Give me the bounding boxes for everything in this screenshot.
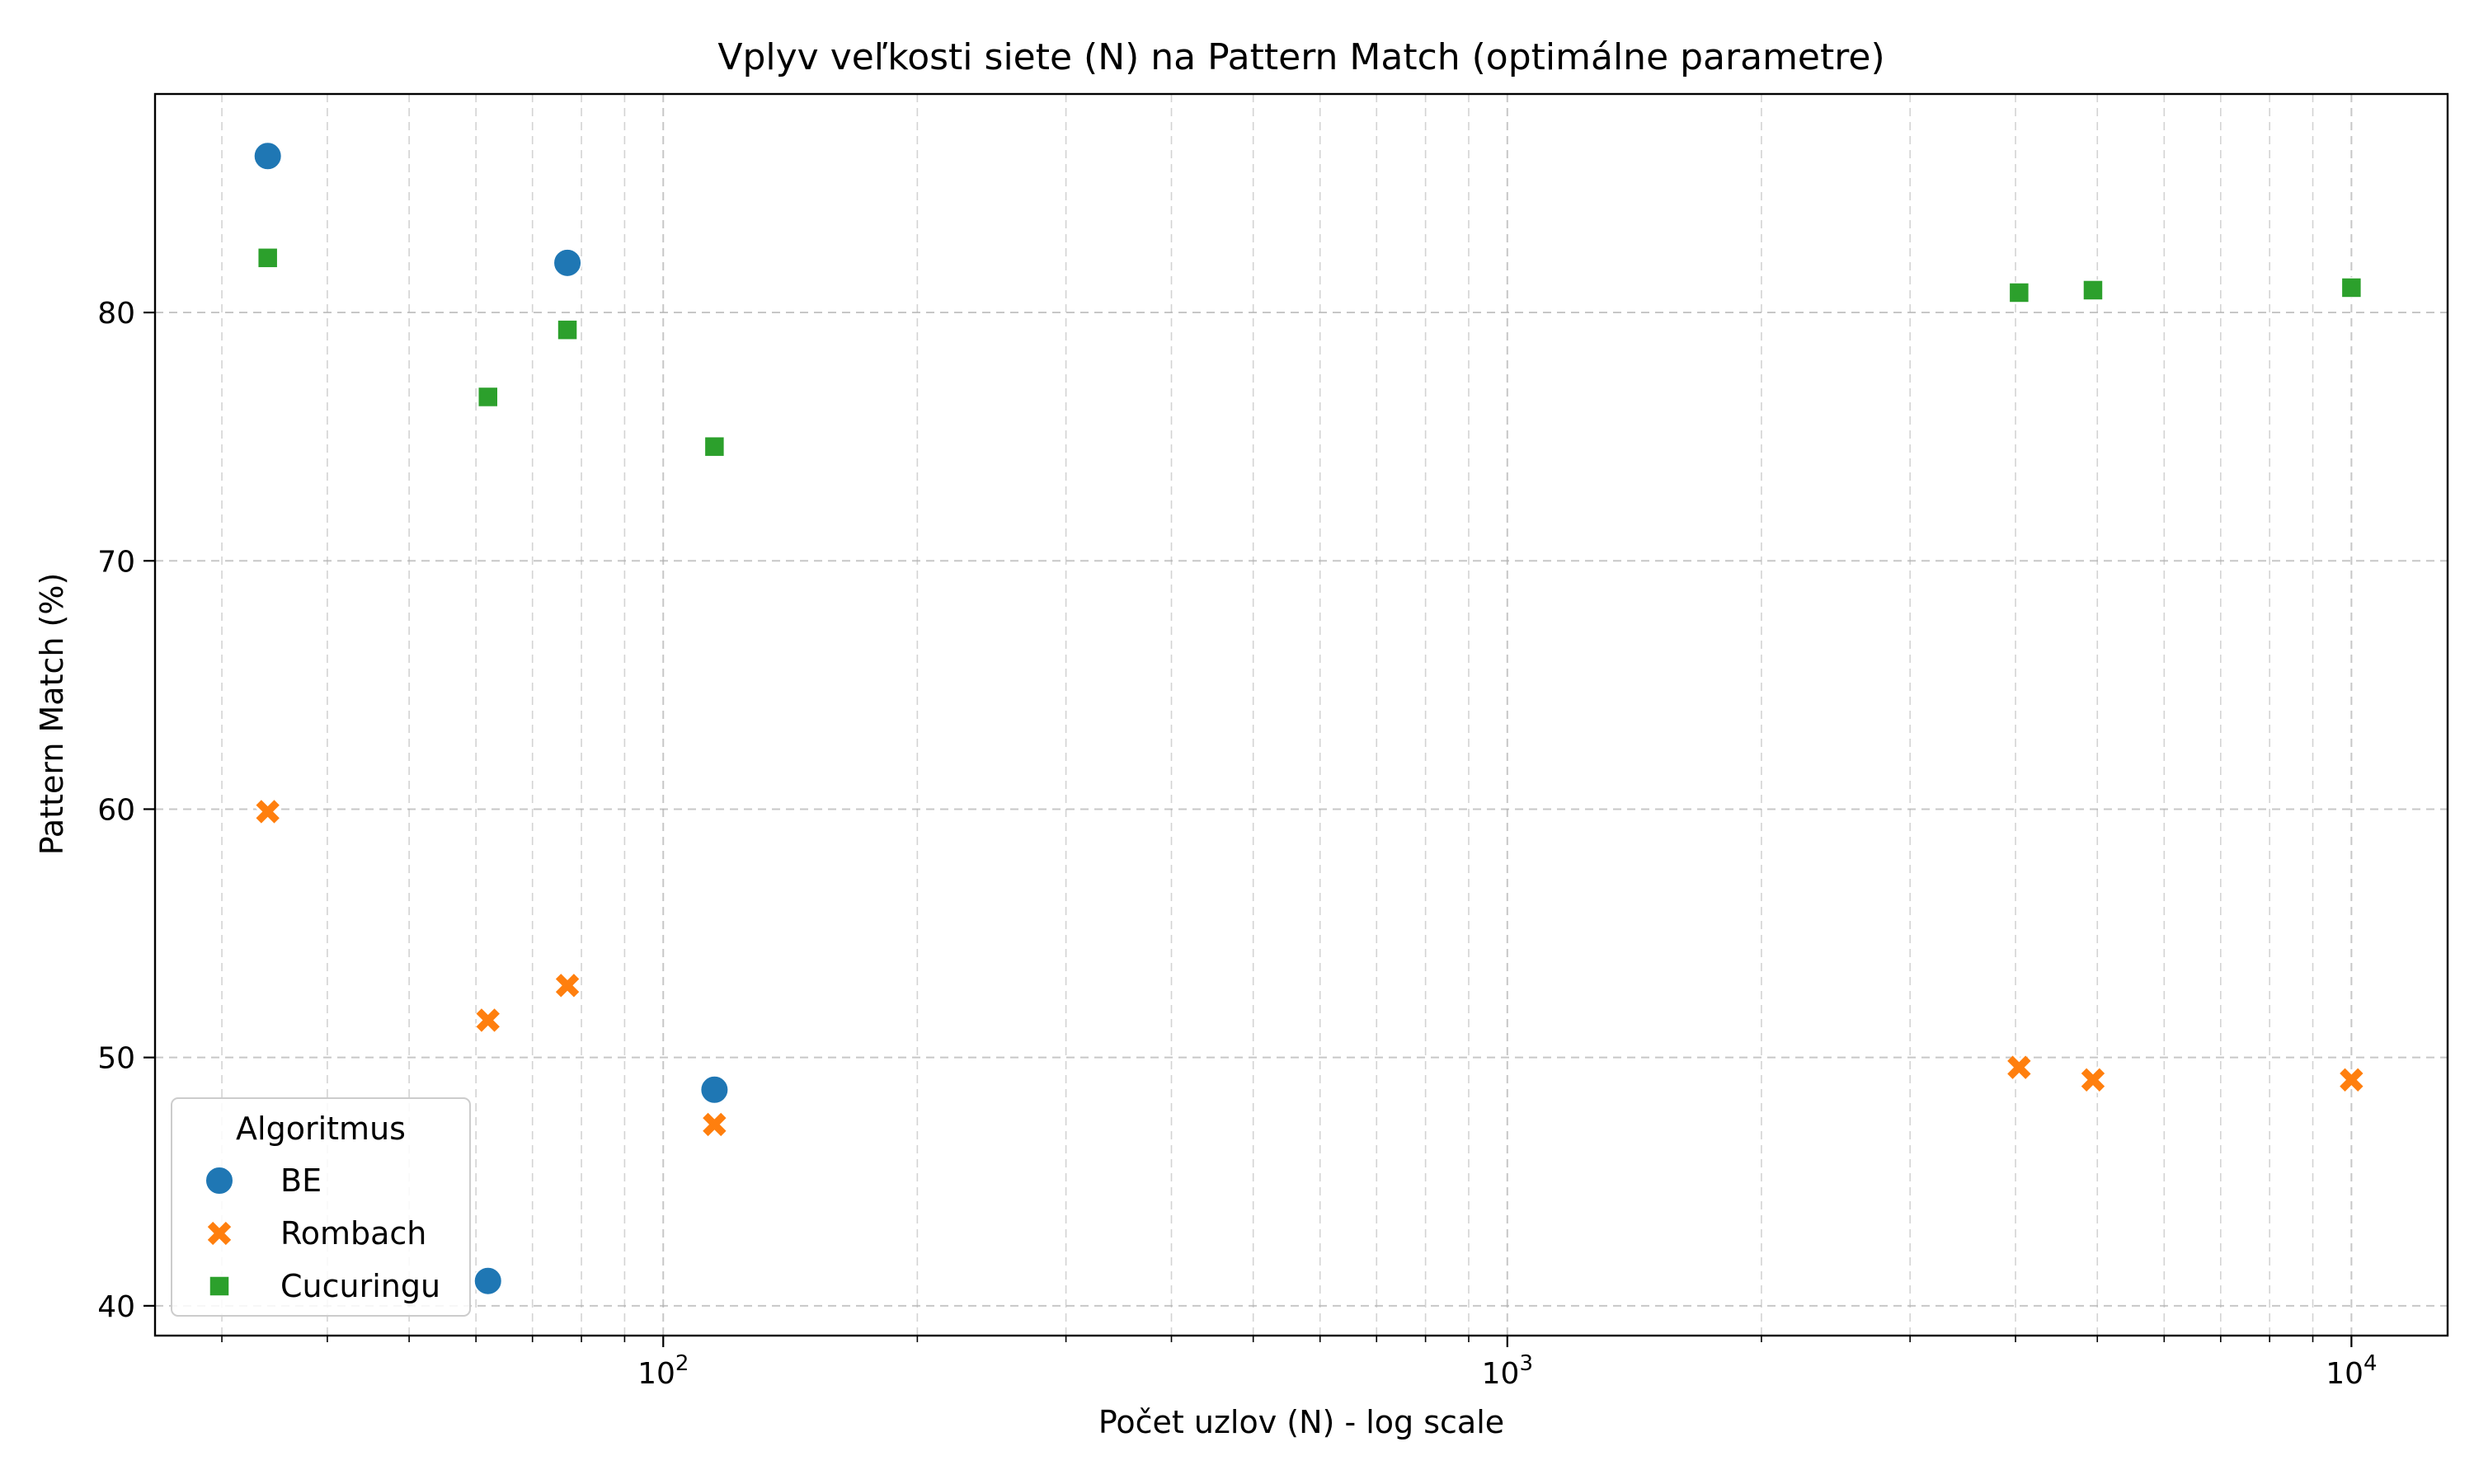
point-rombach (2338, 1066, 2365, 1094)
axis-ticks: 102 103 104 40 50 60 70 80 (97, 297, 2377, 1391)
point-rombach (701, 1111, 728, 1139)
point-be (473, 1266, 503, 1296)
point-rombach (553, 972, 581, 999)
y-tick-label: 50 (97, 1042, 135, 1076)
plot-area (153, 92, 2449, 1337)
legend-marker-rombach (205, 1219, 233, 1247)
point-rombach (2079, 1066, 2107, 1094)
legend-title: Algoritmus (236, 1111, 406, 1147)
y-tick-label: 70 (97, 545, 135, 579)
chart-title: Vplyv veľkosti siete (N) na Pattern Matc… (717, 36, 1884, 78)
point-cucuringu (2008, 282, 2030, 303)
legend-label: Cucuringu (280, 1268, 440, 1304)
point-be (699, 1074, 730, 1105)
point-rombach (2006, 1054, 2033, 1082)
x-tick-label: 103 (1482, 1351, 1533, 1391)
point-cucuringu (557, 319, 578, 340)
point-cucuringu (256, 247, 279, 269)
point-rombach (474, 1007, 502, 1034)
series-rombach (254, 798, 2365, 1139)
x-axis-label: Počet uzlov (N) - log scale (1098, 1404, 1504, 1440)
y-tick-label: 40 (97, 1290, 135, 1324)
legend-marker-be (205, 1166, 234, 1195)
legend-item-cucuringu: Cucuringu (209, 1268, 440, 1304)
legend-label: BE (280, 1162, 322, 1199)
legend-marker-cucuringu (209, 1275, 230, 1297)
point-cucuringu (703, 435, 726, 458)
y-axis-label: Pattern Match (%) (34, 573, 70, 856)
grid (155, 94, 2448, 1336)
x-tick-label: 104 (2326, 1351, 2377, 1391)
legend-item-rombach: Rombach (205, 1215, 426, 1252)
series-cucuringu (256, 247, 2363, 458)
x-tick-label: 102 (637, 1351, 689, 1391)
y-tick-label: 80 (97, 297, 135, 331)
legend-item-be: BE (205, 1162, 322, 1199)
legend: Algoritmus BE Rombach Cucuringu (171, 1097, 471, 1317)
data-points (252, 141, 2365, 1296)
point-be (252, 141, 283, 171)
point-cucuringu (477, 386, 499, 408)
legend-box (171, 1097, 471, 1317)
legend-label: Rombach (280, 1215, 426, 1252)
y-tick-label: 60 (97, 793, 135, 827)
point-rombach (254, 798, 281, 825)
series-be (252, 141, 730, 1296)
point-cucuringu (2340, 277, 2363, 298)
point-cucuringu (2082, 279, 2104, 301)
point-be (553, 247, 583, 278)
